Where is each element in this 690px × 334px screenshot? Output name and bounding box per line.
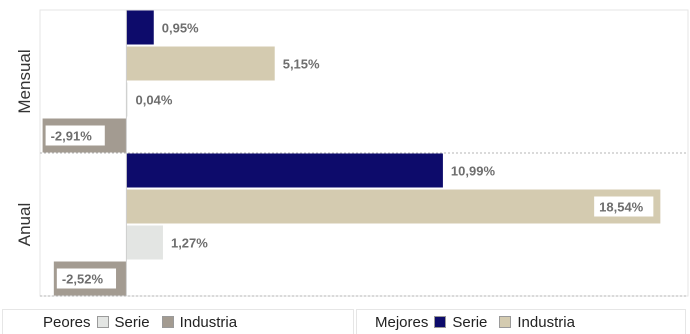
bar-anual-peores-serie bbox=[126, 225, 163, 260]
bar-mensual-mejores-serie bbox=[126, 10, 154, 45]
data-label-mensual-2: 0,04% bbox=[136, 93, 173, 108]
legend-label-peores-serie: Serie bbox=[114, 313, 150, 331]
legend-peores-title: Peores bbox=[43, 313, 91, 331]
legend-swatch-mejores-industria bbox=[499, 316, 512, 328]
legend-label-peores-industria: Industria bbox=[179, 313, 238, 331]
data-label-anual-2: 1,27% bbox=[171, 236, 208, 251]
legend-peores: Peores Serie Industria bbox=[2, 309, 354, 334]
data-label-box-anual-3 bbox=[56, 268, 117, 289]
legend-label-mejores-industria: Industria bbox=[517, 313, 575, 331]
data-label-mensual-1: 5,15% bbox=[283, 57, 320, 72]
bar-anual-mejores-serie bbox=[126, 153, 443, 188]
legend-mejores-industria: Industria bbox=[499, 314, 575, 331]
legend-peores-serie: Serie bbox=[96, 313, 150, 331]
data-label-anual-3: -2,52% bbox=[62, 272, 104, 287]
bar-mensual-peores-serie bbox=[126, 82, 128, 117]
bar-anual-mejores-industria bbox=[126, 189, 661, 224]
legend-peores-industria: Industria bbox=[161, 313, 238, 331]
legend-mejores-serie: Serie bbox=[434, 314, 487, 331]
legend-swatch-peores-industria bbox=[161, 316, 174, 328]
legend-mejores: Mejores Serie Industria bbox=[356, 309, 686, 334]
legend-mejores-title: Mejores bbox=[375, 313, 429, 331]
data-label-box-anual-1 bbox=[594, 196, 654, 217]
legend-swatch-peores-serie bbox=[96, 316, 109, 328]
data-label-anual-0: 10,99% bbox=[451, 164, 496, 179]
data-label-box-mensual-3 bbox=[45, 125, 105, 146]
legend-label-mejores-serie: Serie bbox=[452, 313, 488, 331]
data-label-anual-1: 18,54% bbox=[599, 200, 644, 215]
legend-swatch-mejores-serie bbox=[434, 316, 447, 328]
data-label-mensual-0: 0,95% bbox=[162, 21, 199, 36]
category-label-anual: Anual bbox=[15, 203, 34, 246]
category-label-mensual: Mensual bbox=[15, 49, 34, 113]
bar-chart: Mensual 0,95% 5,15% 0,04% -2,91% Anual 10,99% 1… bbox=[15, 9, 689, 297]
data-label-mensual-3: -2,91% bbox=[51, 129, 93, 144]
bar-mensual-mejores-industria bbox=[126, 46, 275, 81]
